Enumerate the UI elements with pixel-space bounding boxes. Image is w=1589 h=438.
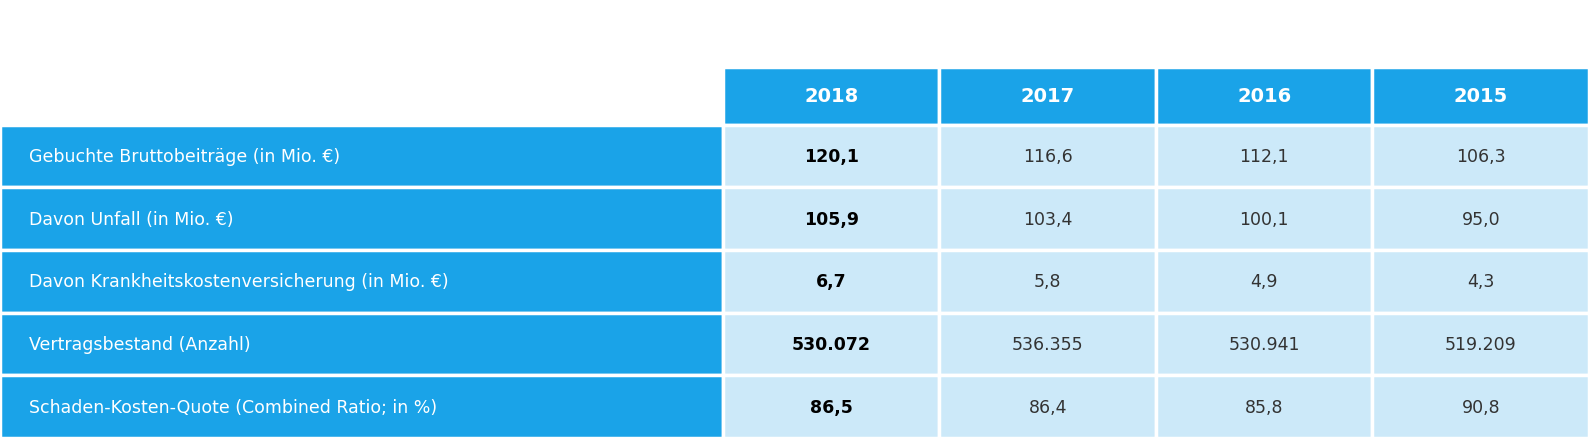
Text: 4,9: 4,9	[1251, 272, 1278, 290]
Bar	[1157, 125, 1373, 188]
Text: 519.209: 519.209	[1444, 335, 1516, 353]
Text: 5,8: 5,8	[1034, 272, 1061, 290]
Bar	[1373, 251, 1589, 313]
Bar	[939, 251, 1157, 313]
Text: Davon Krankheitskostenversicherung (in Mio. €): Davon Krankheitskostenversicherung (in M…	[29, 272, 448, 290]
Bar	[1157, 251, 1373, 313]
Bar	[1157, 313, 1373, 375]
Text: 2017: 2017	[1020, 87, 1074, 106]
Text: 95,0: 95,0	[1462, 210, 1500, 228]
Bar	[723, 68, 939, 125]
Bar	[723, 251, 939, 313]
Text: 536.355: 536.355	[1012, 335, 1084, 353]
Text: Gebuchte Bruttobeiträge (in Mio. €): Gebuchte Bruttobeiträge (in Mio. €)	[29, 148, 340, 166]
Bar	[723, 188, 939, 251]
Text: 2015: 2015	[1454, 87, 1508, 106]
Bar	[723, 313, 939, 375]
Bar	[1157, 375, 1373, 438]
Bar	[1373, 68, 1589, 125]
Bar	[939, 68, 1157, 125]
Bar	[1373, 375, 1589, 438]
Bar	[0, 375, 723, 438]
Text: 530.072: 530.072	[791, 335, 871, 353]
Text: 530.941: 530.941	[1228, 335, 1300, 353]
Text: 100,1: 100,1	[1239, 210, 1289, 228]
Text: 4,3: 4,3	[1467, 272, 1494, 290]
Text: 2018: 2018	[804, 87, 858, 106]
Bar	[939, 375, 1157, 438]
Bar	[723, 375, 939, 438]
Text: 85,8: 85,8	[1246, 398, 1284, 416]
Text: Davon Unfall (in Mio. €): Davon Unfall (in Mio. €)	[29, 210, 234, 228]
Bar	[939, 313, 1157, 375]
Text: 86,5: 86,5	[810, 398, 853, 416]
Bar	[1157, 188, 1373, 251]
Bar	[1373, 188, 1589, 251]
Bar	[0, 251, 723, 313]
Text: 86,4: 86,4	[1028, 398, 1066, 416]
Bar	[1157, 68, 1373, 125]
Bar	[939, 188, 1157, 251]
Bar	[1373, 125, 1589, 188]
Text: 120,1: 120,1	[804, 148, 858, 166]
Text: 105,9: 105,9	[804, 210, 858, 228]
Text: Schaden-Kosten-Quote (Combined Ratio; in %): Schaden-Kosten-Quote (Combined Ratio; in…	[29, 398, 437, 416]
Text: 6,7: 6,7	[815, 272, 847, 290]
Bar	[1373, 313, 1589, 375]
Bar	[0, 313, 723, 375]
Text: 90,8: 90,8	[1462, 398, 1500, 416]
Text: 103,4: 103,4	[1023, 210, 1073, 228]
Bar	[723, 125, 939, 188]
Bar	[0, 0, 723, 125]
Text: 116,6: 116,6	[1023, 148, 1073, 166]
Bar	[0, 188, 723, 251]
Text: Vertragsbestand (Anzahl): Vertragsbestand (Anzahl)	[29, 335, 249, 353]
Text: 2016: 2016	[1238, 87, 1292, 106]
Bar	[939, 125, 1157, 188]
Bar	[0, 125, 723, 188]
Text: 112,1: 112,1	[1239, 148, 1289, 166]
Text: 106,3: 106,3	[1456, 148, 1505, 166]
